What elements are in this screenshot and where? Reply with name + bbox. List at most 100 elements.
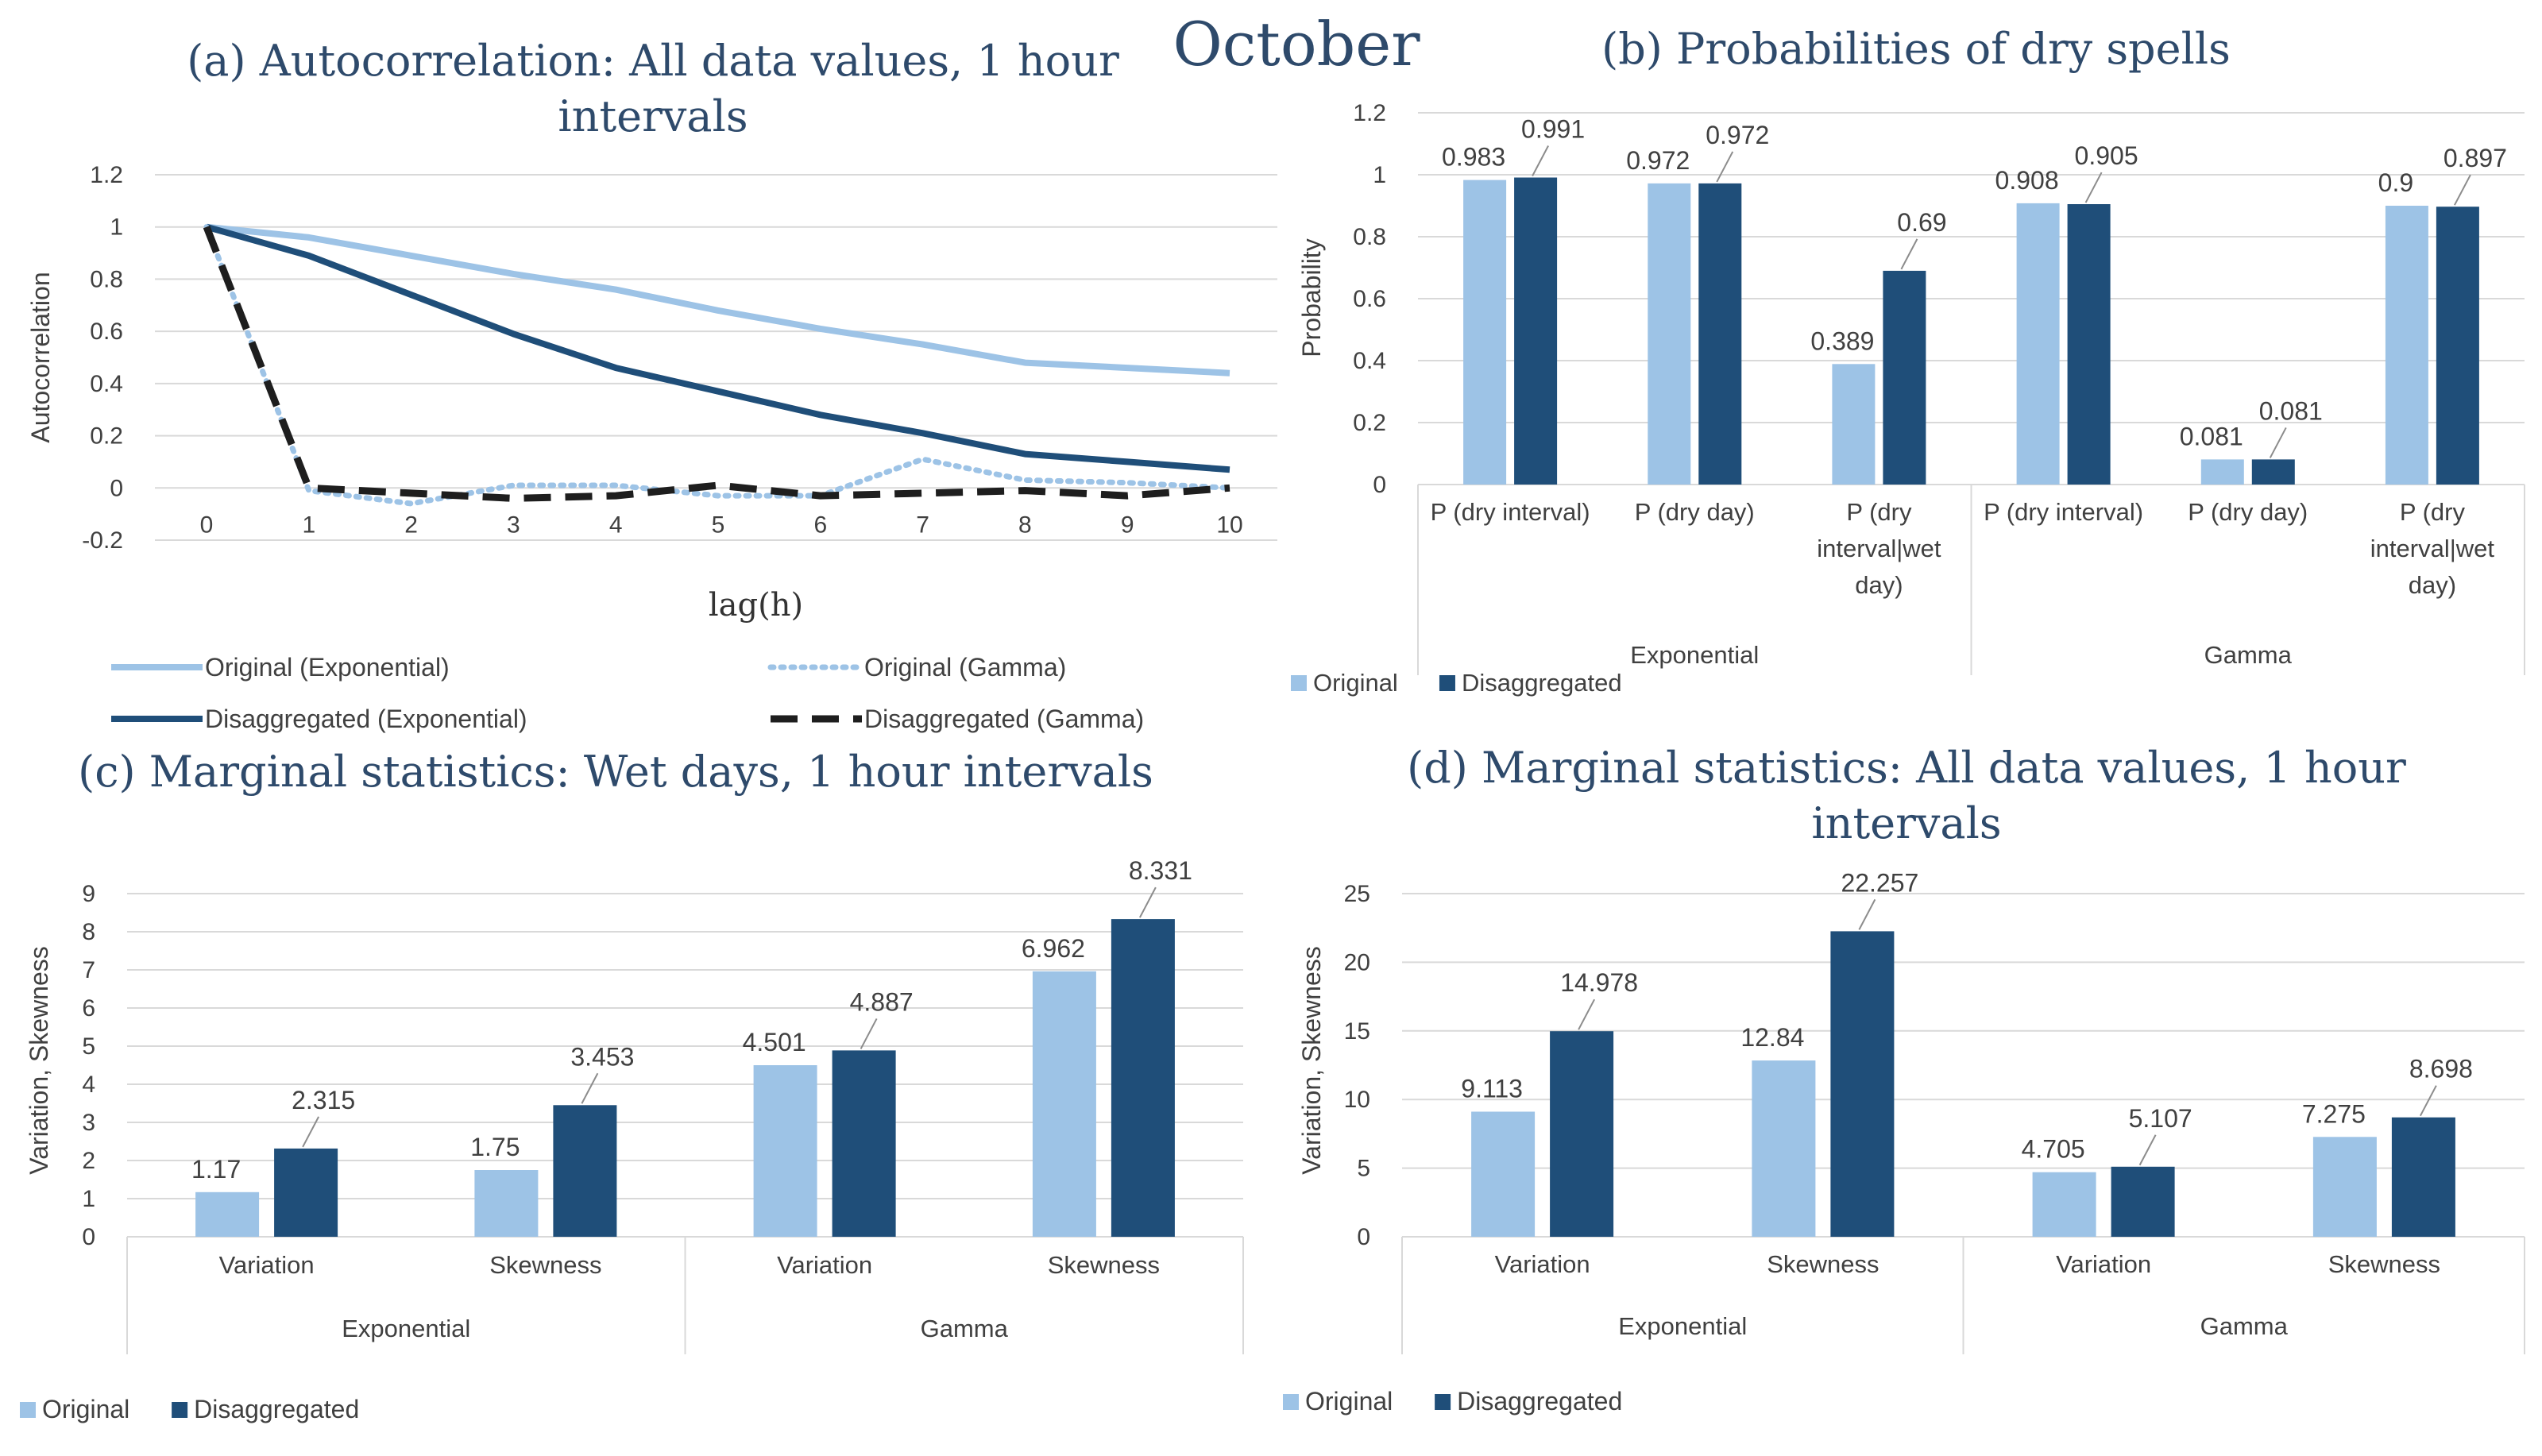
bar-original bbox=[2200, 459, 2244, 485]
category-label: P (dry bbox=[2400, 498, 2466, 526]
y-tick-label: 0 bbox=[1357, 1224, 1370, 1250]
chart-a: (a) Autocorrelation: All data values, 1 … bbox=[26, 36, 1277, 733]
x-tick-label: 9 bbox=[1121, 512, 1134, 538]
category-label: day) bbox=[2409, 571, 2456, 599]
bar-disaggregated bbox=[2251, 459, 2295, 485]
bar-disaggregated bbox=[1550, 1031, 1614, 1237]
data-label: 0.081 bbox=[2180, 422, 2243, 450]
legend-label: Original bbox=[1305, 1387, 1393, 1415]
data-label: 4.887 bbox=[850, 987, 914, 1016]
chart-title-letter: (b) bbox=[1601, 24, 1676, 74]
category-label: P (dry interval) bbox=[1984, 498, 2143, 526]
label-leader bbox=[1578, 998, 1596, 1030]
bar-disaggregated bbox=[1698, 183, 1742, 485]
data-label: 0.972 bbox=[1626, 146, 1690, 175]
chart-title-line: (b) Probabilities of dry spells bbox=[1601, 24, 2231, 74]
x-tick-label: 3 bbox=[507, 512, 520, 538]
bar-disaggregated bbox=[1883, 270, 1926, 485]
x-tick-label: 8 bbox=[1018, 512, 1032, 538]
y-tick-label: 7 bbox=[82, 957, 95, 983]
label-leader bbox=[2454, 174, 2471, 206]
bar-original bbox=[1832, 364, 1876, 485]
category-label: P (dry bbox=[1846, 498, 1912, 526]
data-label: 2.315 bbox=[292, 1086, 355, 1114]
label-leader bbox=[2269, 427, 2287, 458]
y-tick-label: 4 bbox=[82, 1072, 95, 1098]
data-label: 0.972 bbox=[1706, 121, 1769, 149]
data-label: 1.75 bbox=[470, 1133, 520, 1161]
chart-b: (b) Probabilities of dry spells 1.2 1 0.8 0.… bbox=[1291, 24, 2525, 697]
y-tick-label: 8 bbox=[82, 919, 95, 945]
y-tick-label: 20 bbox=[1344, 949, 1370, 975]
chart-title-line: (d) Marginal statistics: All data values… bbox=[1407, 743, 2406, 793]
label-leader bbox=[1138, 886, 1157, 918]
legend-label: Disaggregated (Gamma) bbox=[864, 705, 1144, 733]
label-leader bbox=[2084, 172, 2103, 203]
x-axis-title: lag(h) bbox=[709, 587, 803, 624]
x-tick-label: 0 bbox=[200, 512, 214, 538]
legend-label: Original (Exponential) bbox=[205, 653, 450, 682]
y-tick-label: 0 bbox=[1373, 472, 1386, 498]
category-label: Skewness bbox=[1767, 1250, 1879, 1278]
label-leader bbox=[1532, 145, 1549, 176]
data-label: 0.9 bbox=[2378, 168, 2413, 197]
data-label: 0.983 bbox=[1442, 143, 1505, 172]
chart-title-letter: (d) bbox=[1407, 743, 1482, 793]
x-tick-label: 6 bbox=[813, 512, 827, 538]
chart-title-text: Marginal statistics: All data values, 1 … bbox=[1482, 743, 2406, 793]
chart-title-letter: (c) bbox=[78, 747, 149, 797]
chart-title-text: Marginal statistics: Wet days, 1 hour in… bbox=[149, 747, 1153, 797]
legend-swatch bbox=[1435, 1394, 1451, 1410]
category-label: interval|wet bbox=[2370, 535, 2495, 562]
y-tick-label: 0.6 bbox=[90, 319, 123, 345]
legend-label: Original bbox=[42, 1395, 129, 1423]
category-label: Variation bbox=[777, 1251, 872, 1279]
series-line-original-exponential bbox=[206, 223, 1230, 377]
label-leader bbox=[1716, 151, 1734, 183]
chart-title-letter: (a) bbox=[187, 36, 260, 86]
x-tick-label: 2 bbox=[404, 512, 418, 538]
bar-disaggregated bbox=[553, 1105, 617, 1237]
y-tick-label: 9 bbox=[82, 881, 95, 907]
data-label: 7.275 bbox=[2302, 1099, 2366, 1128]
category-label: Skewness bbox=[2328, 1250, 2440, 1278]
category-label: Variation bbox=[219, 1251, 315, 1279]
bar-original bbox=[753, 1065, 817, 1237]
category-label: P (dry day) bbox=[2188, 498, 2308, 526]
group-label: Gamma bbox=[921, 1315, 1009, 1342]
data-label: 8.698 bbox=[2409, 1055, 2473, 1083]
y-tick-label: 10 bbox=[1344, 1087, 1370, 1113]
chart-title-line: (c) Marginal statistics: Wet days, 1 hou… bbox=[78, 747, 1153, 797]
category-label: Variation bbox=[2056, 1250, 2151, 1278]
y-tick-label: 1.2 bbox=[1353, 100, 1386, 126]
series-line-disaggregated-gamma bbox=[203, 226, 1230, 502]
bar-original bbox=[1648, 183, 1691, 485]
y-tick-label: 0.8 bbox=[90, 266, 123, 292]
chart-title-line: (a) Autocorrelation: All data values, 1 … bbox=[187, 36, 1119, 86]
data-label: 4.501 bbox=[743, 1028, 806, 1056]
chart-title-text: Probabilities of dry spells bbox=[1676, 24, 2231, 74]
bar-disaggregated bbox=[2111, 1166, 2175, 1237]
data-label: 0.897 bbox=[2443, 144, 2507, 172]
x-tick-label: 5 bbox=[712, 512, 725, 538]
y-axis-title: Probability bbox=[1297, 238, 1326, 357]
legend-label: Disaggregated bbox=[1462, 669, 1622, 697]
x-tick-label: 1 bbox=[302, 512, 315, 538]
y-tick-label: 1 bbox=[82, 1186, 95, 1212]
bar-original bbox=[1463, 180, 1507, 485]
data-label: 22.257 bbox=[1841, 868, 1918, 897]
group-label: Exponential bbox=[1630, 641, 1759, 669]
y-tick-label: 0 bbox=[82, 1224, 95, 1250]
y-tick-label: 1 bbox=[1373, 162, 1386, 188]
bar-original bbox=[2312, 1137, 2377, 1237]
series-line-original-gamma bbox=[203, 224, 1233, 507]
y-tick-label: 0.8 bbox=[1353, 224, 1386, 250]
legend-swatch bbox=[1291, 675, 1307, 691]
x-tick-label: 4 bbox=[609, 512, 623, 538]
y-tick-label: 3 bbox=[82, 1110, 95, 1136]
series-line-disaggregated-exponential bbox=[205, 223, 1230, 473]
page-title: October bbox=[1172, 9, 1420, 79]
bar-disaggregated bbox=[2391, 1117, 2455, 1237]
chart-title-line: intervals bbox=[1811, 798, 2001, 848]
y-tick-label: 1.2 bbox=[90, 162, 123, 188]
